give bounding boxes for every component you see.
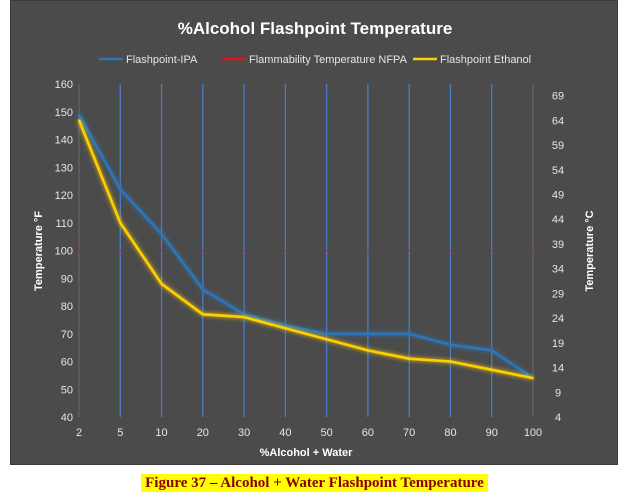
- data-point-flammability-temperature-nfpa: [408, 249, 410, 252]
- x-tick-label: 5: [117, 427, 123, 439]
- x-tick-label: 70: [403, 427, 415, 439]
- data-point-flammability-temperature-nfpa: [78, 249, 80, 252]
- x-tick-label: 60: [362, 427, 374, 439]
- figure-caption-wrap: Figure 37 – Alcohol + Water Flashpoint T…: [0, 473, 629, 493]
- y-tick-label: 80: [61, 301, 73, 313]
- x-tick-label: 2: [76, 427, 82, 439]
- legend-label-flammability-temperature-nfpa: Flammability Temperature NFPA: [249, 54, 408, 66]
- data-point-flashpoint-ethanol: [160, 283, 163, 285]
- y2-tick-label: 34: [552, 264, 564, 276]
- x-tick-label: 100: [524, 427, 542, 439]
- data-point-flashpoint-ethanol: [243, 316, 245, 318]
- y2-tick-label: 49: [552, 190, 564, 202]
- y2-tick-label: 24: [552, 313, 564, 325]
- data-point-flashpoint-ethanol: [325, 338, 328, 341]
- data-point-flashpoint-ipa: [119, 188, 122, 191]
- data-point-flashpoint-ipa: [243, 313, 245, 316]
- y2-axis-title: Temperature °C: [584, 210, 596, 291]
- x-tick-label: 20: [197, 427, 209, 439]
- y-tick-label: 130: [55, 162, 73, 174]
- x-tick-label: 10: [155, 427, 167, 439]
- y-tick-label: 60: [61, 357, 73, 369]
- data-point-flashpoint-ipa: [160, 233, 163, 235]
- data-point-flashpoint-ipa: [449, 344, 452, 346]
- series-line-flashpoint-ipa: [77, 113, 534, 380]
- data-point-flashpoint-ethanol: [284, 327, 287, 330]
- legend: Flashpoint-IPA Flammability Temperature N…: [99, 54, 531, 66]
- x-tick-label: 30: [238, 427, 250, 439]
- figure-caption: Figure 37 – Alcohol + Water Flashpoint T…: [141, 474, 488, 492]
- data-point-flammability-temperature-nfpa: [160, 249, 163, 252]
- data-point-flashpoint-ipa: [202, 288, 204, 291]
- data-point-flammability-temperature-nfpa: [243, 249, 245, 252]
- y2-tick-label: 54: [552, 165, 564, 177]
- x-tick-label: 50: [321, 427, 333, 439]
- data-point-flashpoint-ethanol: [490, 369, 493, 371]
- data-point-flashpoint-ethanol: [119, 221, 122, 224]
- y-axis-ticks: 40 50 60 70 80 90 100 110 120 130 140 150 160: [55, 79, 73, 424]
- y-tick-label: 90: [61, 273, 73, 285]
- y2-tick-label: 44: [552, 214, 564, 226]
- x-tick-label: 80: [444, 427, 456, 439]
- data-point-flashpoint-ethanol: [367, 349, 369, 352]
- series-line-flashpoint-ethanol: [77, 119, 534, 380]
- y-tick-label: 40: [61, 412, 73, 424]
- y2-tick-label: 14: [552, 363, 564, 375]
- data-point-flashpoint-ethanol: [408, 357, 410, 360]
- x-tick-label: 90: [486, 427, 498, 439]
- y-tick-label: 100: [55, 246, 73, 258]
- data-point-flammability-temperature-nfpa: [284, 249, 287, 252]
- data-point-flashpoint-ipa: [367, 332, 369, 335]
- legend-label-flashpoint-ethanol: Flashpoint Ethanol: [440, 54, 531, 66]
- y2-tick-label: 59: [552, 140, 564, 152]
- y-tick-label: 150: [55, 107, 73, 119]
- chart-title: %Alcohol Flashpoint Temperature: [178, 19, 453, 38]
- data-point-flashpoint-ethanol: [78, 119, 80, 121]
- data-point-flashpoint-ethanol: [532, 377, 534, 379]
- x-tick-label: 40: [279, 427, 291, 439]
- data-point-flammability-temperature-nfpa: [449, 249, 452, 252]
- y2-tick-label: 39: [552, 239, 564, 251]
- data-point-flammability-temperature-nfpa: [325, 249, 328, 252]
- data-point-flashpoint-ipa: [78, 113, 80, 116]
- data-point-flashpoint-ipa: [284, 324, 287, 327]
- data-point-flammability-temperature-nfpa: [202, 249, 204, 252]
- chart-frame: %Alcohol Flashpoint Temperature Flashpoi…: [10, 0, 618, 465]
- y2-tick-label: 69: [552, 91, 564, 103]
- y-tick-label: 50: [61, 384, 73, 396]
- y2-tick-label: 9: [555, 387, 561, 399]
- y-tick-label: 110: [55, 218, 73, 230]
- data-point-flashpoint-ipa: [490, 349, 493, 352]
- x-axis-ticks: 2 5 10 20 30 40 50 60 70 80 90 100: [76, 427, 542, 439]
- y2-tick-label: 29: [552, 288, 564, 300]
- y-axis-title: Temperature °F: [33, 211, 45, 291]
- data-point-flashpoint-ethanol: [202, 313, 204, 316]
- y-tick-label: 120: [55, 190, 73, 202]
- data-point-flammability-temperature-nfpa: [532, 249, 534, 252]
- y2-tick-label: 19: [552, 338, 564, 350]
- data-point-flashpoint-ipa: [325, 332, 328, 335]
- y2-tick-label: 4: [555, 412, 561, 424]
- y-tick-label: 70: [61, 329, 73, 341]
- legend-label-flashpoint-ipa: Flashpoint-IPA: [126, 54, 198, 66]
- data-point-flashpoint-ethanol: [449, 360, 452, 363]
- x-axis-title: %Alcohol + Water: [260, 447, 354, 459]
- data-point-flammability-temperature-nfpa: [119, 249, 122, 252]
- data-point-flashpoint-ipa: [408, 332, 410, 335]
- data-point-flammability-temperature-nfpa: [490, 249, 493, 252]
- data-point-flammability-temperature-nfpa: [367, 249, 369, 252]
- y2-tick-label: 64: [552, 115, 564, 127]
- y-tick-label: 140: [55, 135, 73, 147]
- series-layer: [77, 113, 534, 380]
- y-tick-label: 160: [55, 79, 73, 91]
- chart-svg: %Alcohol Flashpoint Temperature Flashpoi…: [33, 19, 596, 459]
